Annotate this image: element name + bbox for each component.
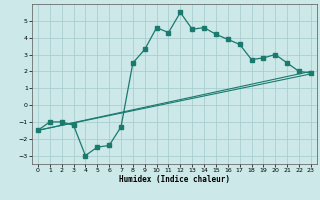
X-axis label: Humidex (Indice chaleur): Humidex (Indice chaleur) <box>119 175 230 184</box>
